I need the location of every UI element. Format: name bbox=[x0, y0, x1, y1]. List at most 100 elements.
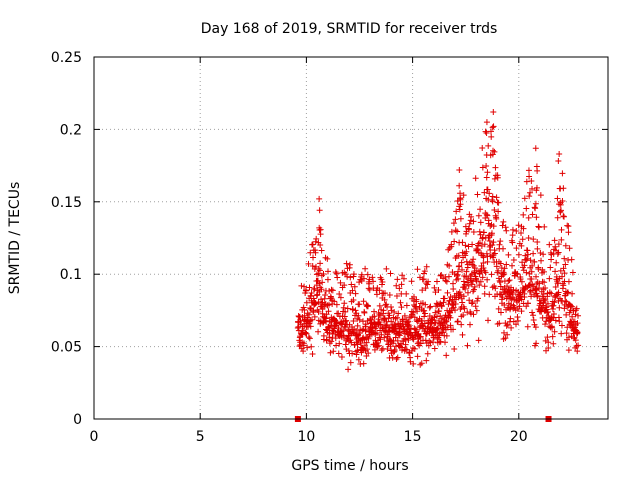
data-point bbox=[304, 314, 311, 321]
y-tick-label: 0.05 bbox=[51, 340, 82, 356]
data-point bbox=[333, 301, 340, 308]
data-point bbox=[483, 163, 490, 170]
data-point bbox=[569, 313, 576, 320]
data-point bbox=[535, 224, 542, 231]
data-point bbox=[544, 308, 551, 315]
data-point bbox=[549, 333, 556, 340]
data-point bbox=[365, 350, 372, 357]
data-point bbox=[534, 239, 541, 246]
data-point bbox=[484, 258, 491, 265]
data-point bbox=[452, 301, 459, 308]
data-point bbox=[347, 359, 354, 366]
data-point bbox=[380, 307, 387, 314]
data-point bbox=[546, 241, 553, 248]
data-point bbox=[310, 307, 317, 314]
data-point bbox=[393, 293, 400, 300]
data-point bbox=[529, 211, 536, 218]
data-point bbox=[468, 213, 475, 220]
data-point bbox=[452, 227, 459, 234]
data-point bbox=[501, 301, 508, 308]
data-point bbox=[421, 307, 428, 314]
data-point bbox=[493, 194, 500, 201]
data-point bbox=[306, 335, 313, 342]
data-point bbox=[565, 334, 572, 341]
data-point bbox=[468, 300, 475, 307]
data-point bbox=[477, 206, 484, 213]
data-point bbox=[551, 328, 558, 335]
data-point bbox=[531, 291, 538, 298]
data-point bbox=[431, 345, 438, 352]
data-point bbox=[491, 175, 498, 182]
data-point bbox=[511, 304, 518, 311]
data-point bbox=[495, 305, 502, 312]
data-point bbox=[425, 278, 432, 285]
data-point bbox=[458, 321, 465, 328]
data-point bbox=[518, 308, 525, 315]
data-point bbox=[443, 332, 450, 339]
data-point bbox=[454, 228, 461, 235]
data-point bbox=[453, 208, 460, 215]
data-point bbox=[503, 261, 510, 268]
data-point bbox=[357, 276, 364, 283]
data-point bbox=[465, 226, 472, 233]
data-point bbox=[393, 282, 400, 289]
data-point bbox=[463, 268, 470, 275]
data-point bbox=[432, 319, 439, 326]
data-point bbox=[333, 270, 340, 277]
x-tick-label: 15 bbox=[404, 429, 422, 445]
data-point bbox=[525, 214, 532, 221]
data-point bbox=[560, 265, 567, 272]
data-point bbox=[568, 256, 575, 263]
data-point bbox=[509, 232, 516, 239]
data-point bbox=[350, 271, 357, 278]
data-point bbox=[483, 250, 490, 257]
data-point bbox=[484, 212, 491, 219]
data-point bbox=[302, 329, 309, 336]
data-point bbox=[560, 282, 567, 289]
data-point bbox=[500, 329, 507, 336]
data-point bbox=[496, 241, 503, 248]
data-point bbox=[434, 325, 441, 332]
data-point bbox=[420, 276, 427, 283]
data-point bbox=[356, 301, 363, 308]
data-point bbox=[349, 350, 356, 357]
data-point bbox=[364, 271, 371, 278]
data-point bbox=[476, 228, 483, 235]
data-point bbox=[298, 282, 305, 289]
data-point bbox=[518, 278, 525, 285]
data-point bbox=[310, 295, 317, 302]
x-tick-label: 10 bbox=[297, 429, 315, 445]
data-point bbox=[513, 321, 520, 328]
data-point bbox=[462, 252, 469, 259]
data-point bbox=[507, 315, 514, 322]
data-point bbox=[489, 241, 496, 248]
data-point bbox=[516, 303, 523, 310]
data-point bbox=[363, 301, 370, 308]
data-point bbox=[362, 265, 369, 272]
data-point bbox=[344, 273, 351, 280]
y-tick-label: 0 bbox=[73, 412, 82, 428]
data-point bbox=[572, 337, 579, 344]
data-point bbox=[474, 297, 481, 304]
data-point bbox=[365, 335, 372, 342]
data-point bbox=[561, 270, 568, 277]
data-point bbox=[488, 128, 495, 135]
data-point bbox=[303, 330, 310, 337]
data-point bbox=[424, 350, 431, 357]
data-point bbox=[316, 280, 323, 287]
data-point bbox=[475, 337, 482, 344]
data-point bbox=[303, 287, 310, 294]
data-point bbox=[315, 308, 322, 315]
data-point bbox=[490, 223, 497, 230]
data-point bbox=[349, 287, 356, 294]
data-point bbox=[313, 235, 320, 242]
data-point bbox=[421, 320, 428, 327]
data-point bbox=[383, 301, 390, 308]
data-point bbox=[454, 318, 461, 325]
data-point bbox=[484, 169, 491, 176]
data-point bbox=[560, 213, 567, 220]
data-point bbox=[546, 275, 553, 282]
data-point bbox=[311, 285, 318, 292]
data-point bbox=[324, 255, 331, 262]
x-axis-label: GPS time / hours bbox=[291, 458, 408, 474]
